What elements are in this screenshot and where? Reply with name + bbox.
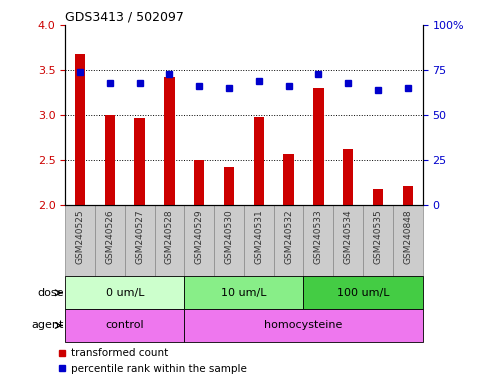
Text: GSM240528: GSM240528 xyxy=(165,209,174,264)
Bar xyxy=(185,276,303,309)
Bar xyxy=(284,154,294,205)
Bar xyxy=(363,205,393,276)
Bar xyxy=(254,117,264,205)
Text: GSM240848: GSM240848 xyxy=(403,209,412,264)
Bar xyxy=(224,167,234,205)
Bar xyxy=(333,205,363,276)
Text: GSM240531: GSM240531 xyxy=(255,209,263,264)
Text: GSM240529: GSM240529 xyxy=(195,209,204,264)
Bar xyxy=(125,205,155,276)
Bar xyxy=(185,205,214,276)
Text: 10 um/L: 10 um/L xyxy=(221,288,267,298)
Bar xyxy=(185,309,423,342)
Text: GSM240525: GSM240525 xyxy=(76,209,85,264)
Bar xyxy=(65,205,95,276)
Text: GSM240534: GSM240534 xyxy=(344,209,353,264)
Text: GSM240532: GSM240532 xyxy=(284,209,293,264)
Text: 0 um/L: 0 um/L xyxy=(105,288,144,298)
Text: dose: dose xyxy=(37,288,64,298)
Bar xyxy=(373,189,383,205)
Bar xyxy=(244,205,274,276)
Bar xyxy=(343,149,354,205)
Bar xyxy=(303,276,423,309)
Text: GSM240530: GSM240530 xyxy=(225,209,233,264)
Bar xyxy=(402,185,413,205)
Bar xyxy=(134,118,145,205)
Text: GSM240533: GSM240533 xyxy=(314,209,323,264)
Bar xyxy=(75,54,85,205)
Bar xyxy=(393,205,423,276)
Text: GSM240527: GSM240527 xyxy=(135,209,144,264)
Bar xyxy=(105,115,115,205)
Bar xyxy=(303,205,333,276)
Text: homocysteine: homocysteine xyxy=(264,320,342,331)
Bar xyxy=(313,88,324,205)
Text: GDS3413 / 502097: GDS3413 / 502097 xyxy=(65,11,184,24)
Text: agent: agent xyxy=(31,320,64,331)
Legend: transformed count, percentile rank within the sample: transformed count, percentile rank withi… xyxy=(54,344,251,378)
Bar xyxy=(65,309,185,342)
Text: GSM240535: GSM240535 xyxy=(373,209,383,264)
Bar xyxy=(194,161,204,205)
Text: control: control xyxy=(105,320,144,331)
Bar xyxy=(164,77,175,205)
Bar xyxy=(65,276,185,309)
Bar xyxy=(155,205,185,276)
Bar xyxy=(95,205,125,276)
Text: GSM240526: GSM240526 xyxy=(105,209,114,264)
Text: 100 um/L: 100 um/L xyxy=(337,288,389,298)
Bar xyxy=(214,205,244,276)
Bar xyxy=(274,205,303,276)
